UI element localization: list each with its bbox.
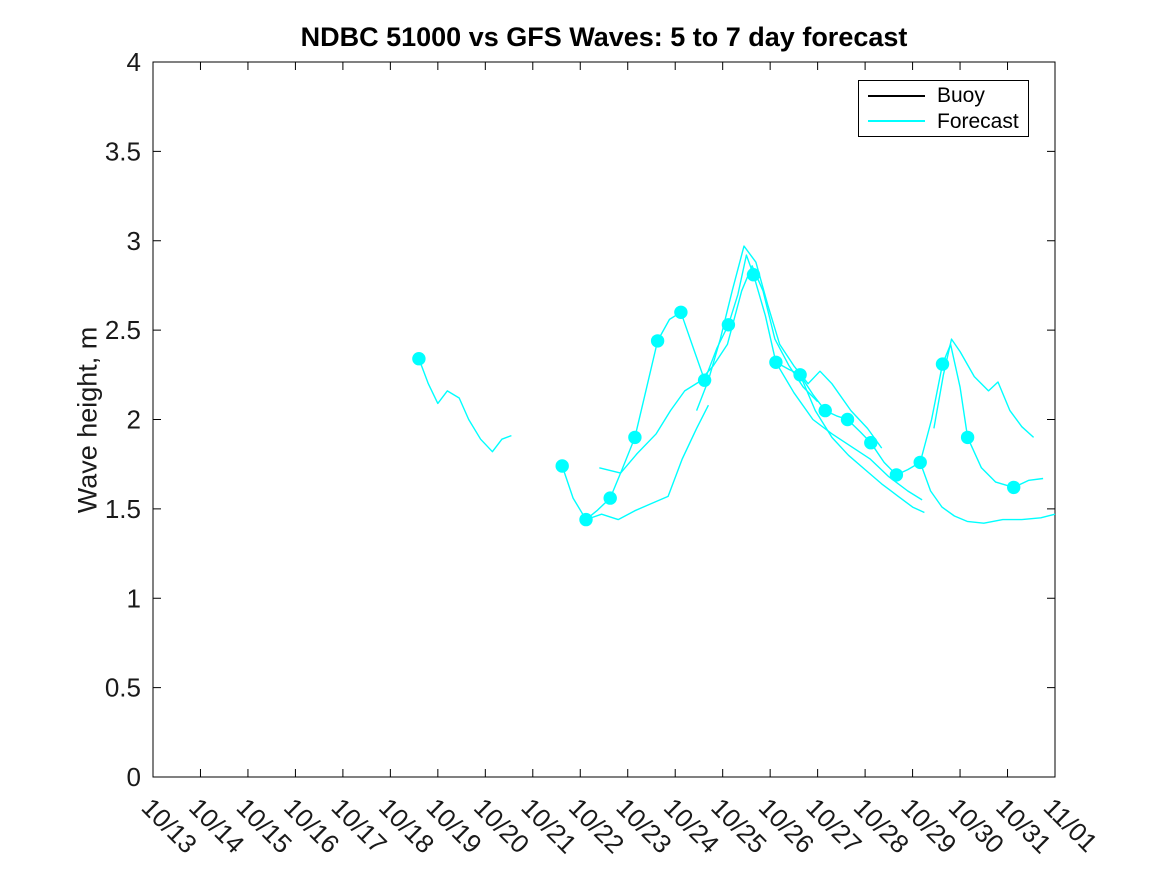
x-tick-label: 11/01: [1038, 792, 1104, 858]
x-tick-label: 10/18: [373, 792, 440, 859]
forecast-line: [585, 404, 710, 521]
forecast-marker: [913, 455, 927, 470]
forecast-line: [799, 374, 925, 514]
forecast-marker: [864, 436, 878, 450]
y-tick-label: 3.5: [105, 136, 141, 166]
x-tick-label: 10/31: [990, 792, 1057, 859]
x-tick-label: 10/29: [895, 792, 962, 859]
x-tick-label: 10/23: [610, 792, 677, 859]
forecast-marker: [628, 430, 642, 445]
x-tick-label: 10/16: [278, 792, 345, 859]
y-axis-label: Wave height, m: [72, 326, 103, 514]
x-tick-label: 10/26: [753, 792, 820, 859]
forecast-marker: [1007, 480, 1021, 495]
forecast-line: [418, 358, 512, 453]
legend-entry-forecast: Forecast: [859, 111, 1028, 132]
forecast-marker: [412, 352, 426, 366]
forecast-line-sample: [868, 120, 925, 123]
forecast-marker: [818, 403, 832, 418]
x-tick-label: 10/21: [516, 792, 583, 859]
forecast-marker: [579, 512, 593, 527]
y-tick-label: 4: [127, 47, 141, 77]
forecast-line: [933, 338, 1035, 438]
forecast-line: [775, 361, 923, 501]
x-tick-label: 10/27: [800, 792, 867, 859]
x-tick-label: 10/22: [563, 792, 630, 859]
forecast-marker: [769, 355, 783, 369]
y-tick-label: 0: [127, 762, 141, 792]
forecast-marker: [697, 373, 712, 387]
chart-title: NDBC 51000 vs GFS Waves: 5 to 7 day fore…: [300, 22, 908, 52]
x-tick-label: 10/20: [468, 792, 535, 859]
forecast-marker: [746, 268, 761, 282]
forecast-marker: [793, 368, 807, 382]
x-tick-label: 10/15: [231, 792, 298, 859]
x-tick-label: 10/25: [705, 792, 772, 859]
x-tick-label: 10/28: [848, 792, 915, 859]
legend-entry-buoy: Buoy: [859, 85, 1028, 106]
y-tick-label: 2.5: [105, 315, 141, 345]
legend: Buoy Forecast: [858, 80, 1029, 137]
forecast-line: [599, 265, 819, 474]
plot-box: [152, 61, 1056, 778]
x-tick-label: 10/14: [183, 792, 250, 859]
legend-label-forecast: Forecast: [937, 109, 1019, 133]
forecast-marker: [603, 491, 617, 505]
forecast-marker: [960, 430, 975, 445]
buoy-line-sample: [868, 94, 925, 97]
forecast-marker: [889, 468, 904, 482]
forecast-marker: [674, 305, 688, 319]
legend-label-buoy: Buoy: [937, 84, 985, 108]
x-tick-label: 10/30: [943, 792, 1010, 859]
x-tick-label: 10/17: [326, 792, 393, 859]
forecast-marker: [840, 412, 855, 427]
x-tick-label: 10/19: [421, 792, 488, 859]
y-tick-label: 0.5: [105, 673, 141, 703]
forecast-marker: [555, 459, 569, 473]
forecast-line: [919, 462, 1056, 524]
y-tick-label: 1: [127, 583, 141, 613]
forecast-marker: [650, 334, 665, 348]
x-tick-label: 10/24: [658, 792, 725, 859]
forecast-marker: [935, 357, 950, 371]
y-tick-label: 3: [127, 226, 141, 256]
x-tick-label: 10/13: [136, 792, 203, 859]
y-tick-label: 2: [127, 405, 141, 435]
forecast-marker: [721, 318, 736, 332]
y-tick-label: 1.5: [105, 494, 141, 524]
